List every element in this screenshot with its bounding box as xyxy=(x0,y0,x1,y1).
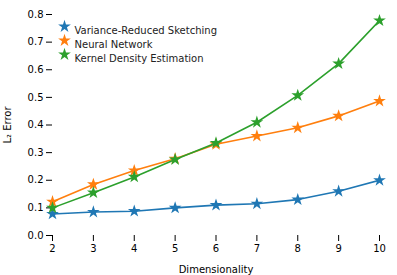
svg-text:L₂ Error: L₂ Error xyxy=(2,106,13,144)
svg-text:0.4: 0.4 xyxy=(28,119,44,130)
svg-text:10: 10 xyxy=(373,243,386,254)
svg-text:0.8: 0.8 xyxy=(28,9,44,20)
svg-text:0.6: 0.6 xyxy=(28,64,44,75)
svg-text:6: 6 xyxy=(213,243,219,254)
svg-text:0.3: 0.3 xyxy=(28,147,44,158)
svg-text:0.7: 0.7 xyxy=(28,36,44,47)
svg-text:Neural Network: Neural Network xyxy=(75,39,153,50)
svg-text:4: 4 xyxy=(131,243,137,254)
svg-text:0.1: 0.1 xyxy=(28,202,44,213)
svg-text:2: 2 xyxy=(49,243,55,254)
svg-text:Kernel Density Estimation: Kernel Density Estimation xyxy=(75,53,204,64)
svg-text:9: 9 xyxy=(335,243,341,254)
svg-text:Dimensionality: Dimensionality xyxy=(179,264,254,275)
svg-text:Variance-Reduced Sketching: Variance-Reduced Sketching xyxy=(75,25,217,36)
svg-text:7: 7 xyxy=(254,243,260,254)
svg-text:0.0: 0.0 xyxy=(28,230,44,241)
svg-text:5: 5 xyxy=(172,243,178,254)
svg-text:0.5: 0.5 xyxy=(28,92,44,103)
svg-text:0.2: 0.2 xyxy=(28,174,44,185)
svg-text:3: 3 xyxy=(90,243,96,254)
svg-text:8: 8 xyxy=(295,243,301,254)
